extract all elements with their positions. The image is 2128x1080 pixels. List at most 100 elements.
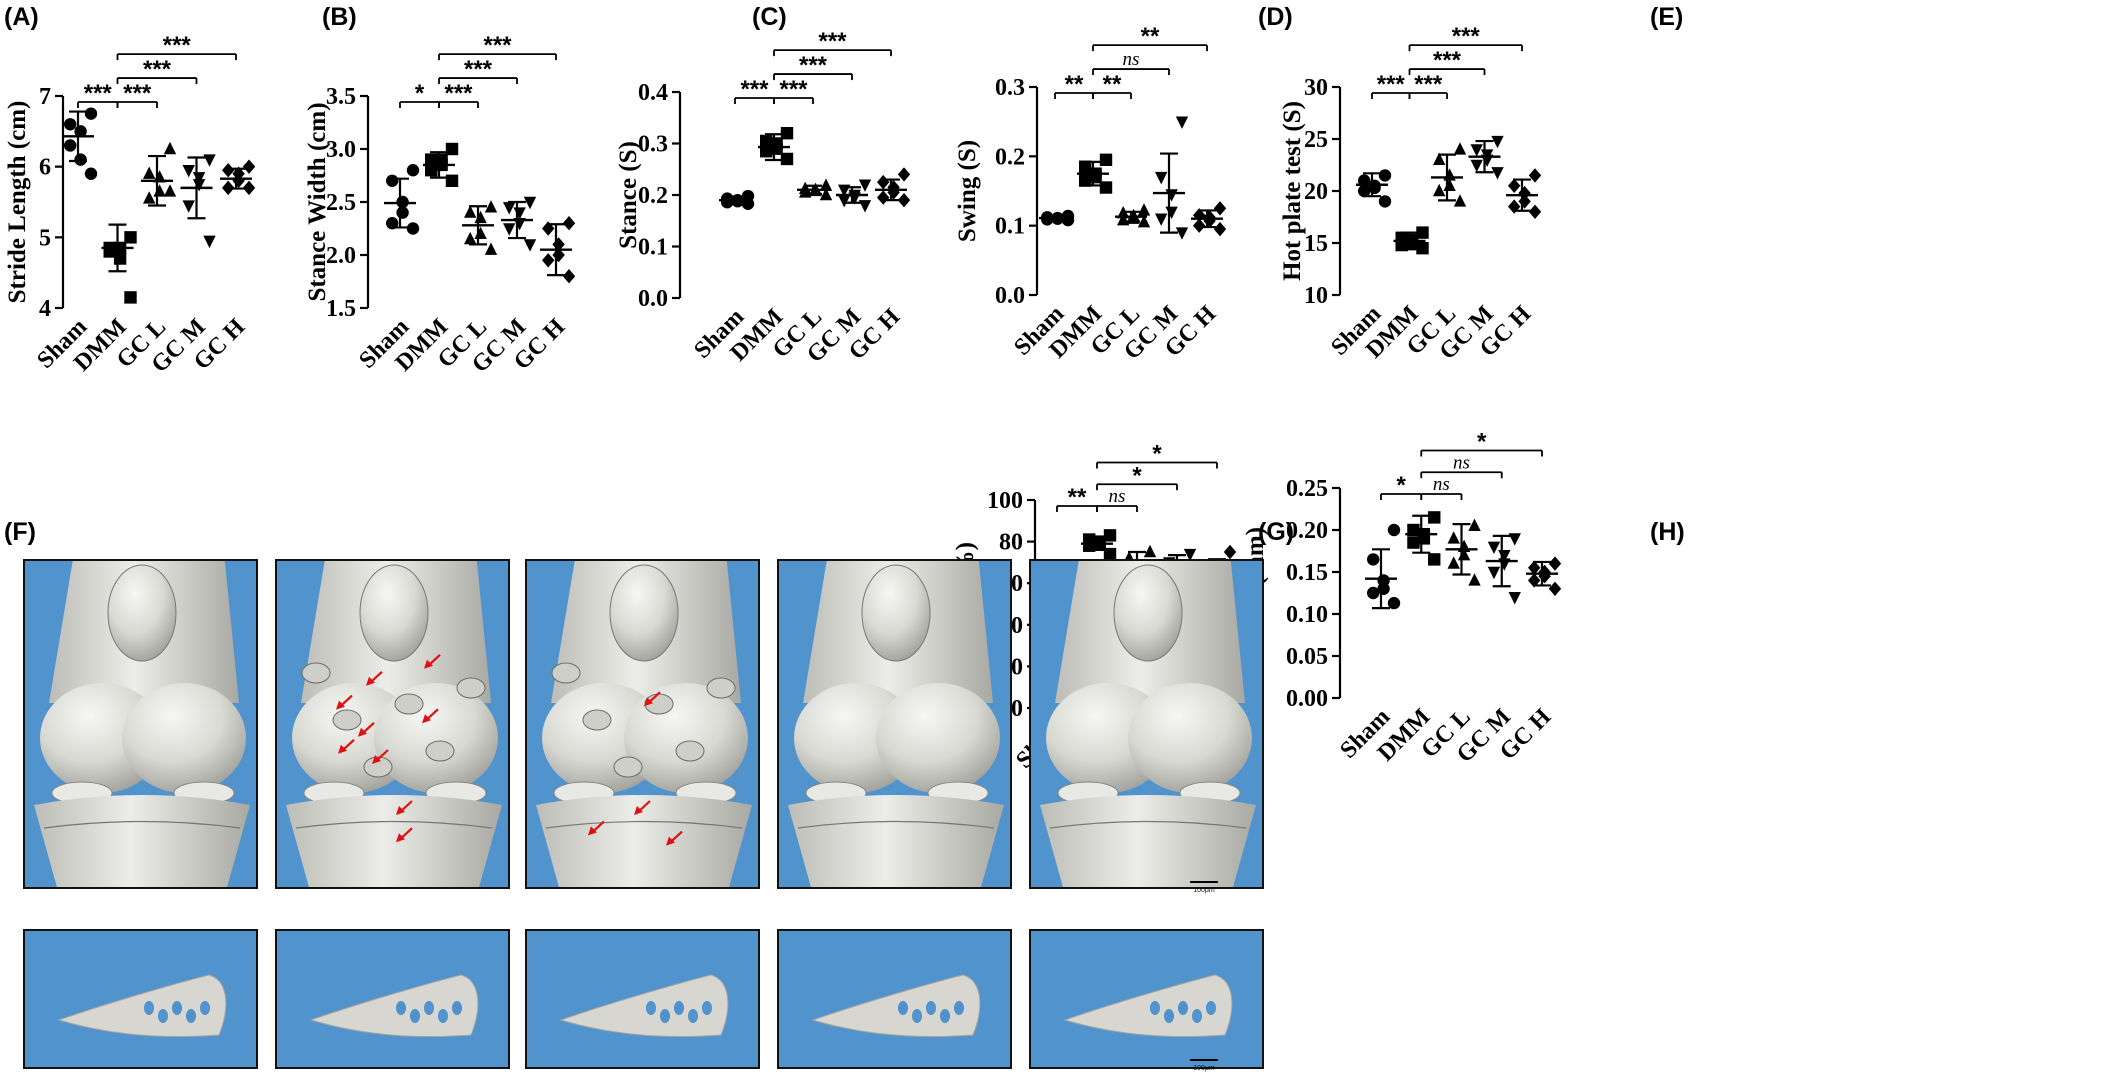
data-point [1175,227,1189,240]
arrow-head [372,755,381,764]
bone-pore [144,1001,154,1015]
arrow-head [338,744,347,754]
data-point [1548,581,1562,596]
data-point [1387,596,1401,610]
tibia [286,795,502,887]
knee-3d-render [34,561,250,887]
significance-label: *** [1433,47,1462,74]
y-tick-label: 0.1 [638,235,668,261]
osteophyte [425,740,455,762]
data-point [1468,518,1481,531]
data-point [153,184,166,197]
y-axis-label: Hot plate test (S) [1279,101,1306,281]
data-point [838,194,851,208]
data-point [1453,194,1467,207]
significance-label: *** [779,76,808,103]
data-point [163,184,177,197]
bone-pore [200,1001,210,1015]
growth-plate-line [295,820,493,829]
panel-label-e: (E) [1650,3,1683,31]
image-content [34,561,250,887]
data-point [182,200,195,213]
data-point [503,223,516,236]
trabecular-bone-slice [57,974,227,1037]
data-point [542,253,555,268]
data-point [1453,142,1467,155]
data-point [1193,208,1206,223]
microct-slice-image [777,929,1012,1069]
y-tick-label: 0.25 [1286,476,1328,502]
data-point [1079,174,1092,187]
knee-3d-render [788,561,1004,887]
y-tick-label: 100 [987,488,1023,514]
bone-pore [674,1001,684,1015]
data-point [1143,544,1157,558]
significance-label: * [415,80,425,107]
y-tick-label: 0 [1011,696,1023,722]
data-point [1428,511,1441,524]
data-point [562,269,576,284]
data-point [1528,573,1541,588]
panel-label-a: (A) [4,3,39,31]
data-point [1387,523,1401,537]
significance-label: *** [818,28,847,55]
significance-label: *** [143,56,172,83]
data-point [1079,160,1092,173]
data-point [396,206,409,219]
y-tick-label: 0.3 [995,75,1025,101]
data-point [1508,533,1521,546]
bone-pore [688,1009,698,1023]
panel-label-c: (C) [752,3,787,31]
data-point [1367,586,1380,600]
patella [359,564,429,662]
microct-panel: 100μm 100μm [23,559,1264,1072]
data-point [84,167,98,180]
data-point [1447,531,1460,544]
data-point [1491,135,1504,149]
y-axis-label: Stance Width (cm) [304,102,331,301]
significance-label: *** [444,80,473,107]
microct-slice-image [1029,929,1264,1069]
data-point [877,190,890,205]
significance-label: *** [799,52,828,79]
y-tick-label: 0.05 [1286,644,1328,670]
data-point [1528,168,1542,183]
significance-label: ns [1433,474,1450,495]
osteophyte [551,662,581,684]
y-tick-label: 20 [1304,179,1328,205]
osteophyte [582,709,612,731]
data-point [143,191,156,204]
y-tick-label: 4 [39,296,51,322]
data-point [464,205,477,218]
osteophyte [456,677,486,699]
data-point [1378,169,1392,182]
y-tick-label: 5 [39,225,51,251]
microct-knee-image [525,559,760,889]
data-point [406,164,420,177]
femoral-condyle-right [122,683,246,793]
y-tick-label: 3.5 [326,84,356,110]
arrow-head [336,700,345,710]
osteophyte [394,693,424,715]
bone-pore [438,1009,448,1023]
y-tick-label: 0.00 [1286,686,1328,712]
bone-pore [172,1001,182,1015]
significance-label: *** [1414,71,1443,98]
trabecular-bone-slice [559,974,729,1037]
bone-pore [1206,1001,1216,1015]
knee-3d-render [286,561,502,887]
patella [609,564,679,662]
red-arrow-icon [396,800,413,815]
data-point [1155,171,1168,185]
data-point [523,196,537,210]
arrow-head [358,727,367,737]
data-point [425,164,438,177]
data-point [192,179,206,192]
data-point [1213,221,1227,237]
data-point [1165,189,1178,202]
data-point [897,192,911,208]
data-point [143,166,156,179]
